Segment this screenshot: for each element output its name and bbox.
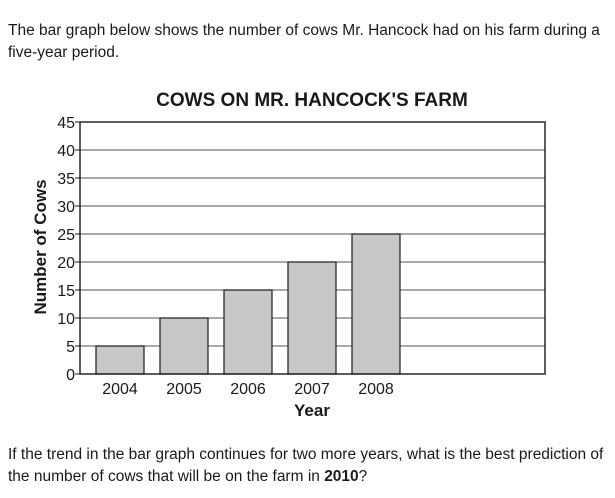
bar-2004 xyxy=(95,345,145,375)
x-axis-label: Year xyxy=(294,401,330,420)
bar-2005 xyxy=(159,317,209,375)
y-tick-labels: 0 5 10 15 20 25 30 35 40 45 xyxy=(57,115,75,384)
bar-2008 xyxy=(351,233,401,375)
bar-chart: COWS ON MR. HANCOCK'S FARM 0 5 10 15 20 25 30 3… xyxy=(0,80,615,430)
y-tick-label: 25 xyxy=(57,227,75,244)
bar-2007 xyxy=(287,261,337,375)
question-text: If the trend in the bar graph continues … xyxy=(8,444,608,488)
x-tick-labels: 2004 2005 2006 2007 2008 xyxy=(102,381,394,398)
question-before: If the trend in the bar graph continues … xyxy=(8,446,604,485)
question-after: ? xyxy=(358,468,368,485)
plot-border xyxy=(79,121,546,375)
y-tick-label: 10 xyxy=(57,311,75,328)
y-tick-label: 15 xyxy=(57,283,75,300)
plot-frame xyxy=(79,121,546,375)
y-axis-label: Number of Cows xyxy=(31,179,50,314)
y-tick-label: 40 xyxy=(57,143,75,160)
y-tick-label: 20 xyxy=(57,255,75,272)
bar-2006 xyxy=(223,289,273,375)
x-tick-label: 2004 xyxy=(102,381,138,398)
x-tick-label: 2006 xyxy=(230,381,266,398)
x-tick-label: 2007 xyxy=(294,381,330,398)
question-emphasis: 2010 xyxy=(324,468,359,485)
bars xyxy=(95,233,401,375)
chart-svg: COWS ON MR. HANCOCK'S FARM 0 5 10 15 20 25 30 3… xyxy=(31,90,546,420)
y-tick-label: 0 xyxy=(66,367,75,384)
y-tick-label: 45 xyxy=(57,115,75,132)
chart-title: COWS ON MR. HANCOCK'S FARM xyxy=(156,90,468,111)
y-tick-label: 30 xyxy=(57,199,75,216)
x-tick-label: 2008 xyxy=(358,381,394,398)
y-tick-label: 35 xyxy=(57,171,75,188)
intro-text: The bar graph below shows the number of … xyxy=(8,22,600,61)
x-tick-label: 2005 xyxy=(166,381,202,398)
y-tick-label: 5 xyxy=(66,339,75,356)
